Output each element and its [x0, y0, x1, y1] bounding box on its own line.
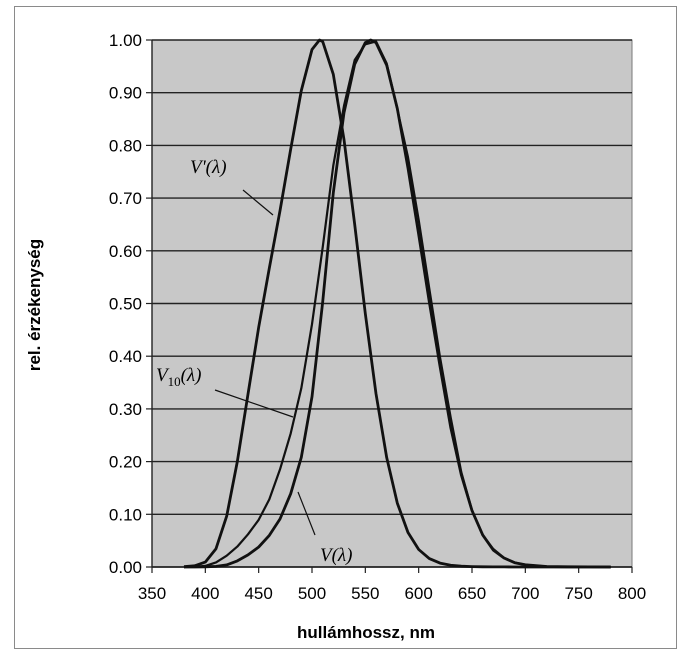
- y-tick-labels: 0.00 0.10 0.20 0.30 0.40 0.50 0.60 0.70 0.80 0.90…: [109, 31, 142, 577]
- x-tick-label: 450: [244, 584, 272, 603]
- annotation-v10-argument: (λ): [181, 365, 202, 386]
- y-tick-label: 0.50: [109, 295, 142, 314]
- y-tick-label: 0.90: [109, 84, 142, 103]
- leader-v10: [214, 389, 294, 418]
- y-tick-label: 0.60: [109, 242, 142, 261]
- x-tick-label: 700: [511, 584, 539, 603]
- curve-v10: [183, 40, 611, 569]
- x-tick-label: 750: [564, 584, 592, 603]
- x-axis-title: hullámhossz, nm: [297, 623, 435, 642]
- annotation-v-prime: V'(λ): [190, 157, 227, 178]
- y-tick-label: 0.20: [109, 453, 142, 472]
- leader-v: [297, 491, 316, 536]
- chart: 0.00 0.10 0.20 0.30 0.40 0.50 0.60 0.70 0.80 0.90…: [25, 31, 646, 642]
- y-tick-label: 0.00: [109, 558, 142, 577]
- annotation-leaders: [214, 189, 316, 536]
- annotation-v10-subscript: 10: [168, 374, 181, 389]
- annotation-v10: V10(λ): [156, 365, 202, 389]
- y-axis-title: rel. érzékenység: [25, 239, 44, 371]
- x-tick-label: 350: [138, 584, 166, 603]
- leader-v-prime: [242, 189, 274, 216]
- curves: [183, 38, 611, 569]
- y-tick-label: 0.10: [109, 505, 142, 524]
- annotation-v: V(λ): [320, 545, 353, 566]
- x-tick-labels: 350 400 450 500 550 600 650 700 750 800: [138, 584, 646, 603]
- curve-v-prime: [183, 38, 611, 569]
- x-tick-label: 600: [404, 584, 432, 603]
- y-tick-label: 0.30: [109, 400, 142, 419]
- y-tick-label: 0.70: [109, 189, 142, 208]
- x-tick-label: 800: [618, 584, 646, 603]
- y-tick-label: 1.00: [109, 31, 142, 50]
- x-tick-label: 650: [458, 584, 486, 603]
- y-tick-label: 0.40: [109, 347, 142, 366]
- x-tick-label: 500: [298, 584, 326, 603]
- x-tick-label: 400: [191, 584, 219, 603]
- y-tick-label: 0.80: [109, 136, 142, 155]
- annotation-v10-base: V: [156, 365, 170, 386]
- x-tick-label: 550: [351, 584, 379, 603]
- chart-frame: 0.00 0.10 0.20 0.30 0.40 0.50 0.60 0.70 0.80 0.90…: [14, 6, 677, 649]
